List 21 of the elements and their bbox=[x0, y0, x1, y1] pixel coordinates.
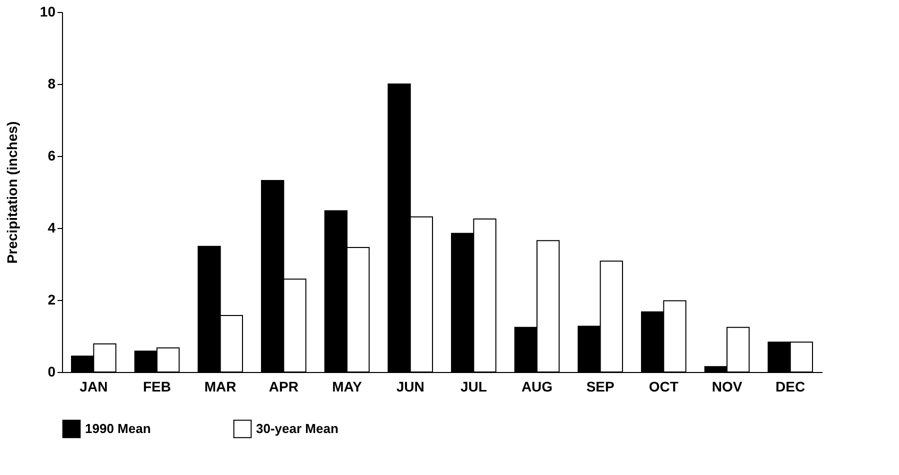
x-tick-label: SEP bbox=[586, 378, 614, 394]
y-axis-title: Precipitation (inches) bbox=[4, 121, 20, 264]
legend-label: 1990 Mean bbox=[85, 420, 151, 436]
x-tick-label: FEB bbox=[143, 378, 171, 394]
y-tick-label: 4 bbox=[48, 220, 56, 236]
x-tick-label: OCT bbox=[648, 378, 679, 394]
x-tick-label: JAN bbox=[80, 378, 108, 394]
x-tick-label: DEC bbox=[776, 378, 806, 394]
x-tick-label: AUG bbox=[521, 378, 553, 394]
x-tick-label: NOV bbox=[712, 378, 743, 394]
legend-label: 30-year Mean bbox=[256, 420, 338, 436]
x-tick-label: JUN bbox=[396, 378, 424, 394]
y-tick-label: 2 bbox=[48, 292, 56, 308]
y-tick-label: 0 bbox=[48, 364, 56, 380]
y-tick-label: 6 bbox=[48, 148, 56, 164]
x-tick-label: JUL bbox=[460, 378, 488, 394]
x-tick-label: MAY bbox=[332, 378, 363, 394]
x-tick-label: APR bbox=[268, 378, 298, 394]
y-tick-label: 8 bbox=[48, 76, 56, 92]
x-tick-label: MAR bbox=[204, 378, 236, 394]
y-tick-label: 10 bbox=[40, 4, 56, 20]
